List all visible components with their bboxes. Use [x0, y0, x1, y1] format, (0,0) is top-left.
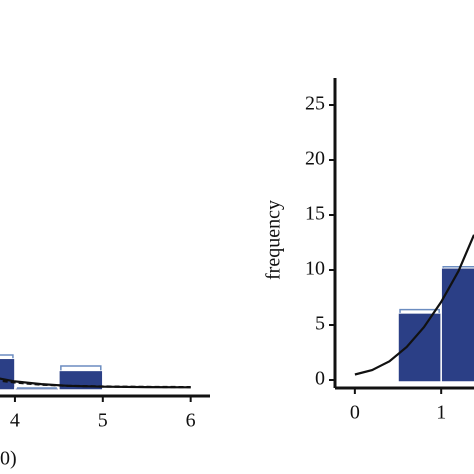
x-tick-label: 0: [350, 402, 360, 424]
x-tick-label: 1: [436, 402, 446, 424]
x-tick-label: 4: [10, 410, 20, 432]
y-tick-label: 20: [305, 148, 325, 170]
x-axis-label: 0): [0, 448, 17, 470]
error-bar: [442, 265, 474, 268]
bar: [440, 267, 474, 383]
y-tick-label: 0: [315, 368, 325, 390]
y-tick-label: 15: [305, 203, 325, 225]
x-tick-label: 6: [186, 410, 196, 432]
panel: 4 5 6 0): [0, 354, 210, 470]
bar: [0, 357, 16, 391]
y-tick-label: 10: [305, 258, 325, 280]
y-tick-label: 5: [315, 313, 325, 335]
x-tick-label: 5: [98, 410, 108, 432]
y-axis-label: frequency: [263, 200, 285, 280]
error-bar: [0, 354, 14, 359]
error-bar: [60, 365, 102, 371]
fit-curve: [354, 234, 474, 376]
y-tick-label: 25: [305, 93, 325, 115]
error-bar: [399, 308, 440, 313]
fit-curve: [0, 379, 191, 389]
